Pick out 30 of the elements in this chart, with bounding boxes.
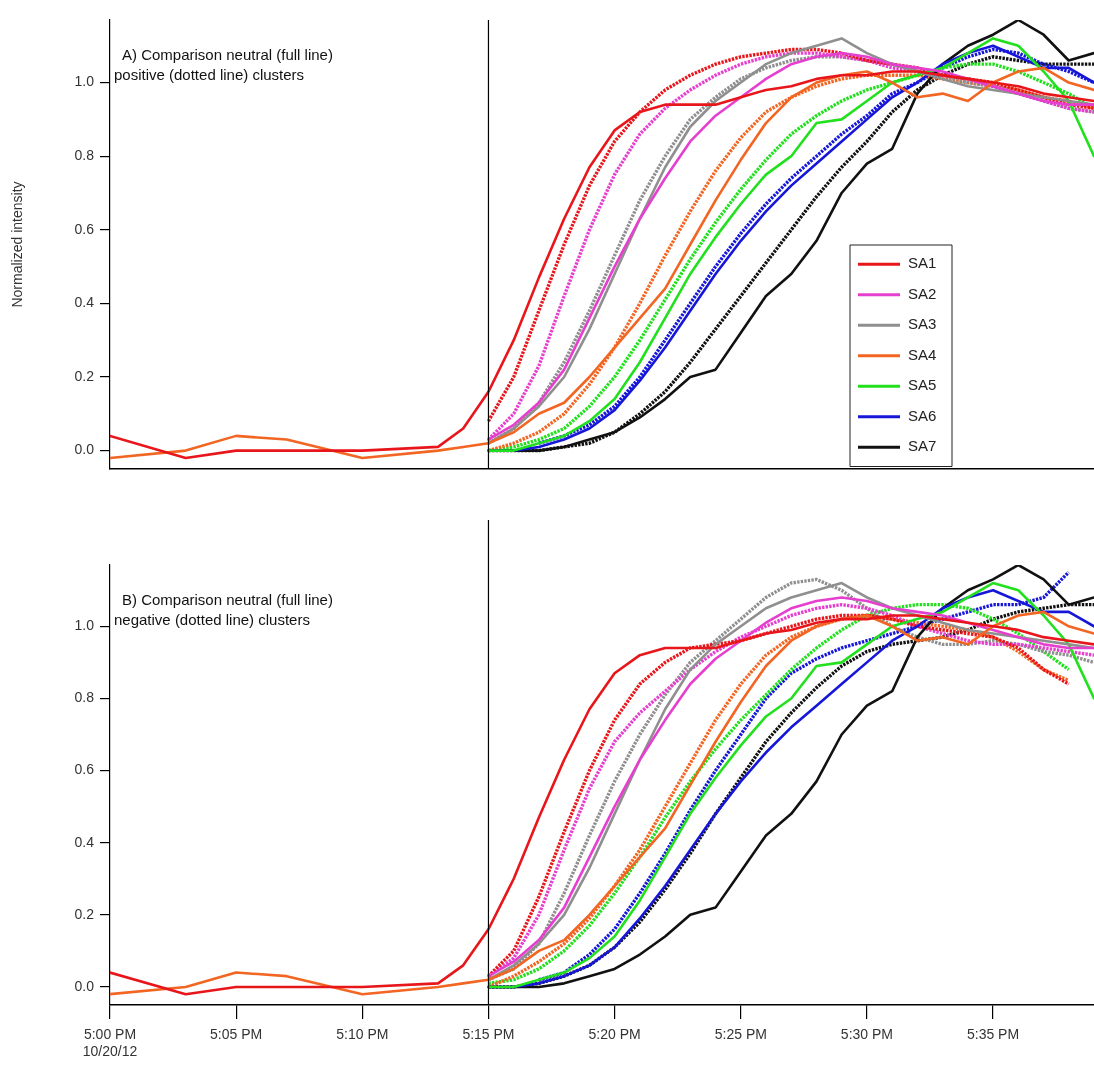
x-tick-label: 5:35 PM: [966, 1026, 1020, 1043]
y-tick-label: 0.8: [74, 689, 95, 706]
y-tick-label: 0.4: [74, 833, 95, 850]
x-tick-label: 5:30 PM: [840, 1026, 893, 1043]
x-tick-label: 5:10 PM: [336, 1026, 389, 1043]
y-tick-label: 0.6: [74, 761, 95, 778]
y-tick-label: 0.6: [74, 220, 95, 237]
text: B) Comparison neutral (full line) negative (dotted line) clusters: [114, 591, 333, 628]
x-tick-label: 5:25 PM: [714, 1026, 767, 1043]
x-tick-label: 5:05 PM: [210, 1026, 263, 1043]
y-tick-label: 0.8: [74, 147, 95, 164]
legend-label: SA3: [908, 315, 937, 333]
y-tick-label: 0.4: [74, 294, 95, 311]
legend-label: SA2: [908, 284, 937, 302]
legend-label: SA6: [908, 406, 937, 424]
x-tick-label: 5:15 PM: [462, 1026, 515, 1043]
y-tick-label: 0.0: [74, 977, 95, 994]
y-tick-label: 1.0: [74, 617, 95, 634]
y-tick-label: 1.0: [74, 73, 95, 90]
legend-label: SA4: [908, 345, 937, 363]
legend-label: SA5: [908, 376, 937, 394]
y-axis-title: Normalized intensity: [9, 181, 26, 308]
y-tick-label: 0.0: [74, 441, 95, 458]
y-tick-label: 0.2: [74, 367, 95, 384]
text: A) Comparison neutral (full line) positive (dotted line) clusters: [114, 46, 333, 83]
y-tick-label: 0.2: [74, 905, 95, 922]
legend-label: SA1: [908, 254, 937, 272]
x-tick-label: 5:00 PM 10/20/12: [82, 1026, 138, 1060]
legend-label: SA7: [908, 437, 937, 455]
x-tick-label: 5:20 PM: [588, 1026, 641, 1043]
